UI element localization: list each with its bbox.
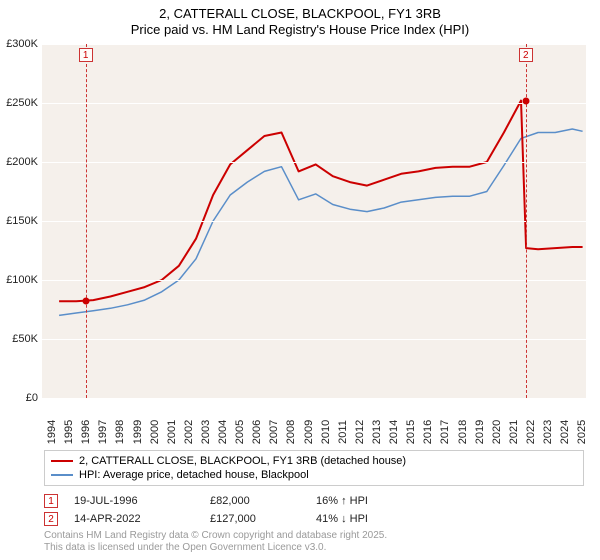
gridline-h (42, 44, 586, 45)
x-tick-label: 2001 (166, 420, 178, 444)
legend-swatch (51, 460, 73, 462)
transaction-vs-hpi: 16% ↑ HPI (316, 495, 436, 507)
y-tick-label: £50K (12, 333, 38, 345)
chart-title-address: 2, CATTERALL CLOSE, BLACKPOOL, FY1 3RB (0, 6, 600, 22)
gridline-h (42, 280, 586, 281)
marker-box: 2 (519, 48, 533, 62)
x-tick-label: 2018 (457, 420, 469, 444)
plot-area: 12 (42, 44, 586, 398)
x-tick-label: 2022 (525, 420, 537, 444)
marker-dot (82, 298, 89, 305)
y-tick-label: £250K (6, 97, 38, 109)
line-property (59, 101, 583, 302)
marker-vline (86, 44, 87, 398)
x-axis: 1994 1995 1996 1997 1998 1999 2000 2001 2002 2003… (42, 398, 586, 454)
gridline-h (42, 221, 586, 222)
transactions-table: 1 19-JUL-1996 £82,000 16% ↑ HPI 2 14-APR-2022… (44, 492, 436, 528)
legend-swatch (51, 474, 73, 476)
y-tick-label: £100K (6, 274, 38, 286)
transaction-date: 14-APR-2022 (74, 513, 194, 525)
x-tick-label: 2023 (542, 420, 554, 444)
x-tick-label: 2007 (268, 420, 280, 444)
y-tick-label: £150K (6, 215, 38, 227)
x-tick-label: 2003 (200, 420, 212, 444)
x-tick-label: 2009 (303, 420, 315, 444)
x-tick-label: 2024 (559, 420, 571, 444)
x-tick-label: 2016 (422, 420, 434, 444)
legend-label: HPI: Average price, detached house, Blac… (79, 469, 309, 481)
transaction-vs-hpi: 41% ↓ HPI (316, 513, 436, 525)
y-tick-label: £200K (6, 156, 38, 168)
x-tick-label: 2021 (508, 420, 520, 444)
x-tick-label: 2011 (337, 420, 349, 444)
chart-title-block: 2, CATTERALL CLOSE, BLACKPOOL, FY1 3RB P… (0, 0, 600, 39)
x-tick-label: 2002 (183, 420, 195, 444)
x-tick-label: 2012 (354, 420, 366, 444)
transaction-index: 1 (44, 494, 58, 508)
x-tick-label: 1998 (114, 420, 126, 444)
x-tick-label: 1999 (132, 420, 144, 444)
x-tick-label: 2017 (439, 420, 451, 444)
transaction-row: 1 19-JUL-1996 £82,000 16% ↑ HPI (44, 492, 436, 510)
transaction-date: 19-JUL-1996 (74, 495, 194, 507)
marker-dot (522, 97, 529, 104)
legend-row: HPI: Average price, detached house, Blac… (51, 468, 577, 482)
x-tick-label: 2025 (576, 420, 588, 444)
x-tick-label: 2004 (217, 420, 229, 444)
x-tick-label: 2010 (320, 420, 332, 444)
transaction-price: £82,000 (210, 495, 300, 507)
transaction-price: £127,000 (210, 513, 300, 525)
legend-label: 2, CATTERALL CLOSE, BLACKPOOL, FY1 3RB (… (79, 455, 406, 467)
x-tick-label: 2020 (491, 420, 503, 444)
attribution-line1: Contains HM Land Registry data © Crown c… (44, 530, 387, 542)
marker-box: 1 (79, 48, 93, 62)
x-tick-label: 1997 (97, 420, 109, 444)
x-tick-label: 2008 (285, 420, 297, 444)
chart-container: 2, CATTERALL CLOSE, BLACKPOOL, FY1 3RB P… (0, 0, 600, 560)
x-tick-label: 2014 (388, 420, 400, 444)
chart-subtitle: Price paid vs. HM Land Registry's House … (0, 22, 600, 38)
gridline-h (42, 339, 586, 340)
legend-row: 2, CATTERALL CLOSE, BLACKPOOL, FY1 3RB (… (51, 454, 577, 468)
x-tick-label: 2005 (234, 420, 246, 444)
x-tick-label: 1996 (80, 420, 92, 444)
line-hpi (59, 129, 583, 315)
x-tick-label: 2000 (149, 420, 161, 444)
x-tick-label: 2015 (405, 420, 417, 444)
y-tick-label: £300K (6, 38, 38, 50)
attribution-line2: This data is licensed under the Open Gov… (44, 542, 387, 554)
x-tick-label: 1995 (63, 420, 75, 444)
attribution: Contains HM Land Registry data © Crown c… (44, 530, 387, 554)
x-tick-label: 2019 (474, 420, 486, 444)
transaction-index: 2 (44, 512, 58, 526)
gridline-h (42, 162, 586, 163)
x-tick-label: 2006 (251, 420, 263, 444)
transaction-row: 2 14-APR-2022 £127,000 41% ↓ HPI (44, 510, 436, 528)
x-tick-label: 2013 (371, 420, 383, 444)
x-tick-label: 1994 (46, 420, 58, 444)
gridline-h (42, 103, 586, 104)
y-axis: £0£50K£100K£150K£200K£250K£300K (0, 44, 40, 398)
y-tick-label: £0 (26, 392, 38, 404)
legend: 2, CATTERALL CLOSE, BLACKPOOL, FY1 3RB (… (44, 450, 584, 486)
